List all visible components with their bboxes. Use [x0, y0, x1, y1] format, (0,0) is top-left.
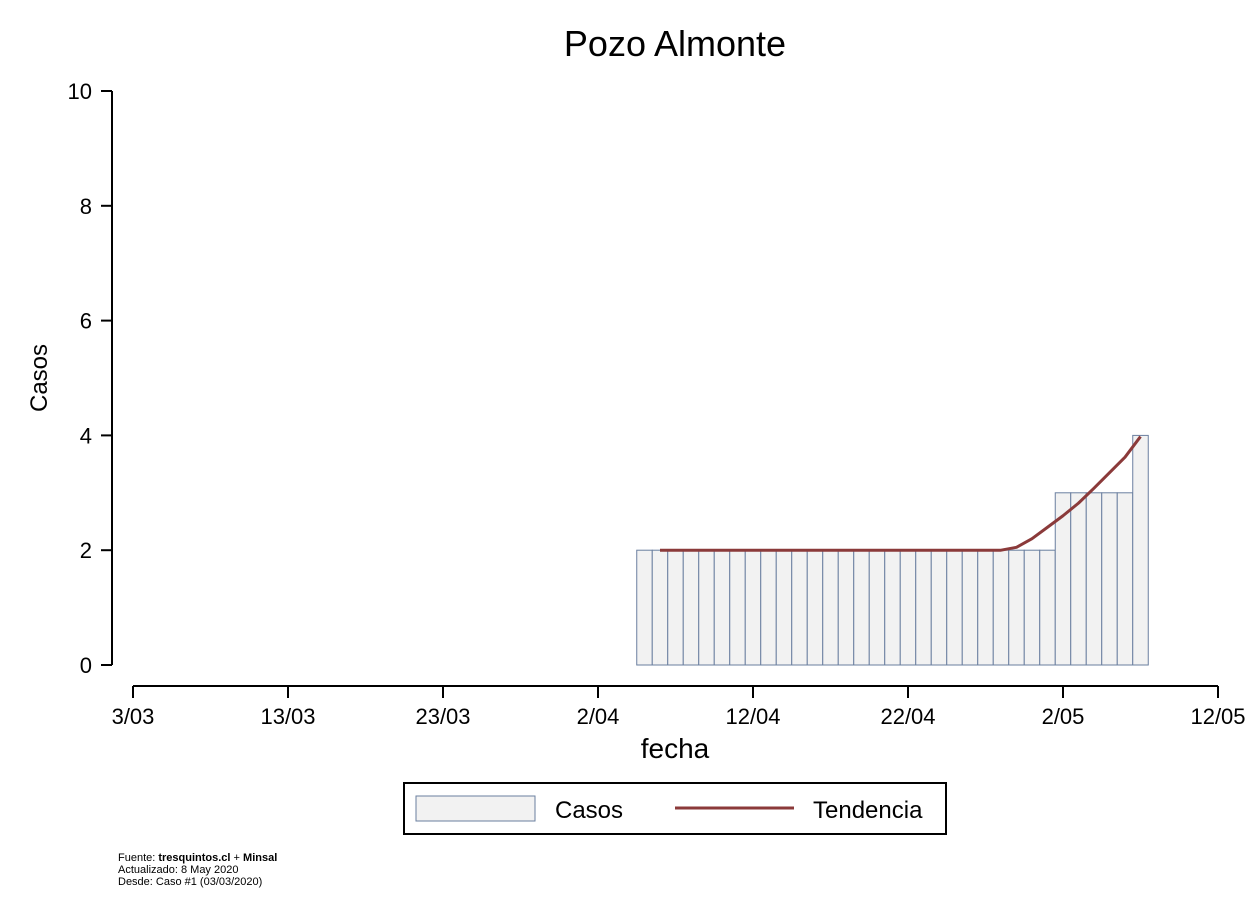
- bar: [1039, 549, 1056, 666]
- x-tick-label: 3/03: [112, 704, 155, 729]
- trend-series: [660, 435, 1142, 552]
- bar: [992, 549, 1010, 666]
- footer-source-plus: +: [230, 852, 244, 864]
- footer-source-org: Minsal: [243, 852, 278, 864]
- bar: [1085, 492, 1103, 666]
- bar: [729, 549, 746, 666]
- x-tick-label: 2/04: [577, 704, 620, 729]
- bar: [791, 549, 808, 666]
- x-tick-label: 22/04: [880, 704, 935, 729]
- footer-source: Fuente: tresquintos.cl + Minsal: [118, 852, 277, 864]
- footer-notes: Fuente: tresquintos.cl + Minsal Actualiz…: [118, 852, 277, 888]
- x-tick-label: 12/04: [725, 704, 780, 729]
- bar: [698, 549, 715, 666]
- bar: [822, 549, 839, 666]
- trend-line: [660, 435, 1142, 552]
- bar: [1008, 549, 1025, 666]
- bar: [946, 549, 963, 666]
- bar: [884, 549, 901, 666]
- bar: [775, 549, 793, 666]
- bar: [868, 549, 886, 666]
- bar: [853, 549, 870, 666]
- bar: [806, 549, 824, 666]
- bar: [915, 549, 932, 666]
- x-tick-label: 2/05: [1042, 704, 1085, 729]
- footer-updated: Actualizado: 8 May 2020: [118, 864, 239, 876]
- y-tick-label: 8: [80, 194, 92, 219]
- bar: [1101, 492, 1118, 666]
- footer-source-site: tresquintos.cl: [158, 852, 231, 864]
- bar: [1132, 434, 1149, 666]
- footer-since: Desde: Caso #1 (03/03/2020): [118, 876, 263, 888]
- bar: [1023, 549, 1041, 666]
- y-tick-label: 6: [80, 309, 92, 334]
- y-tick-label: 4: [80, 423, 92, 448]
- x-axis-label: fecha: [641, 733, 710, 764]
- y-axis-label: Casos: [26, 344, 53, 412]
- legend-bar-swatch: [415, 795, 536, 822]
- bar: [636, 549, 653, 666]
- bar: [1116, 492, 1134, 666]
- y-axis: 0 2 4 6 8 10: [68, 79, 113, 678]
- chart-title: Pozo Almonte: [564, 23, 786, 64]
- bar: [930, 549, 948, 666]
- x-tick-label: 23/03: [415, 704, 470, 729]
- y-tick-label: 0: [80, 653, 92, 678]
- bar: [744, 549, 762, 666]
- bar: [713, 549, 731, 666]
- bar: [977, 549, 994, 666]
- legend: Casos Tendencia: [403, 782, 947, 835]
- bar: [899, 549, 917, 666]
- bar: [837, 549, 855, 666]
- bar: [682, 549, 700, 666]
- bar: [1070, 492, 1087, 666]
- bar: [667, 549, 684, 666]
- x-tick-label: 13/03: [260, 704, 315, 729]
- x-tick-label: 12/05: [1190, 704, 1245, 729]
- y-tick-label: 10: [68, 79, 92, 104]
- legend-bar-label: Casos: [555, 797, 623, 824]
- bar-series: [636, 434, 1149, 666]
- footer-source-prefix: Fuente:: [118, 852, 159, 864]
- bar: [961, 549, 979, 666]
- bar: [760, 549, 777, 666]
- bar: [651, 549, 669, 666]
- legend-line-label: Tendencia: [813, 797, 923, 824]
- y-tick-label: 2: [80, 538, 92, 563]
- x-axis: 3/03 13/03 23/03 2/04 12/04 22/04 2/05 12/05: [112, 685, 1246, 729]
